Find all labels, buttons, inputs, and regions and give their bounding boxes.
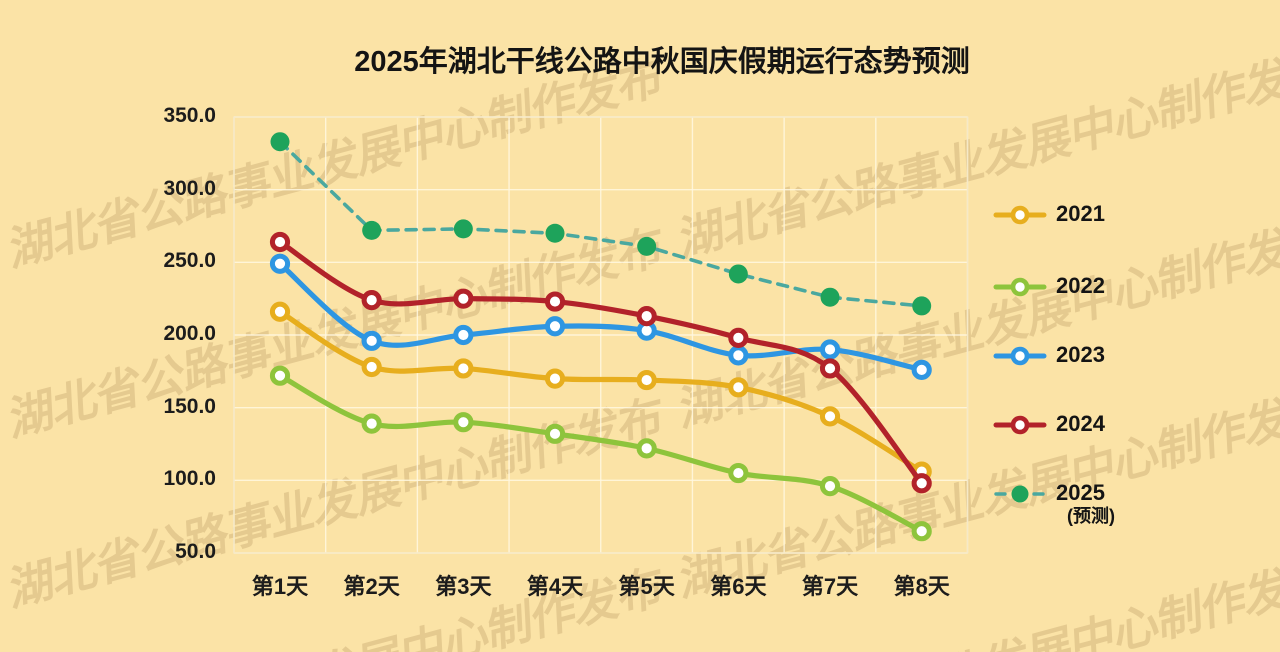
data-point-2022 — [911, 521, 932, 542]
legend-label-2024: 2024 — [1056, 411, 1105, 436]
legend-item-2022: 2022 — [993, 273, 1105, 301]
x-tick-label: 第3天 — [435, 574, 492, 599]
x-tick-label: 第1天 — [251, 574, 309, 599]
data-point-2021 — [819, 406, 841, 427]
data-point-2021 — [728, 377, 749, 398]
data-point-2022 — [728, 462, 749, 484]
y-tick-label: 300.0 — [163, 176, 216, 200]
y-tick-label: 200.0 — [163, 322, 216, 345]
data-point-2025 — [820, 287, 840, 307]
chart-title: 2025年湖北干线公路中秋国庆假期运行态势预测 — [354, 46, 970, 78]
data-point-2024 — [544, 291, 566, 312]
legend-item-2024: 2024 — [993, 411, 1105, 439]
y-tick-label: 350.0 — [163, 104, 216, 127]
legend-label-2025: 2025 (预测) — [1056, 480, 1115, 526]
data-point-2025 — [545, 223, 565, 243]
data-point-2022 — [544, 423, 566, 444]
data-point-2021 — [361, 356, 382, 378]
data-point-2023 — [819, 339, 841, 360]
data-point-2023 — [453, 324, 474, 346]
data-point-2023 — [269, 253, 291, 274]
legend-label-2023: 2023 — [1056, 342, 1105, 367]
legend-sublabel-2025: (预测) — [1067, 506, 1115, 526]
data-point-2025 — [270, 132, 290, 152]
data-point-2024 — [361, 290, 382, 311]
data-point-2022 — [453, 412, 474, 433]
y-tick-label: 50.0 — [175, 540, 216, 563]
data-point-2021 — [453, 358, 474, 379]
data-point-2021 — [269, 301, 291, 322]
x-tick-label: 第8天 — [893, 574, 950, 599]
data-point-2025 — [453, 219, 473, 239]
data-point-2022 — [361, 413, 382, 434]
data-point-2024 — [269, 231, 291, 253]
data-point-2023 — [728, 345, 749, 366]
data-point-2024 — [819, 358, 841, 379]
legend-label-2022: 2022 — [1056, 273, 1105, 298]
data-point-2025 — [728, 264, 748, 284]
x-tick-label: 第7天 — [801, 574, 859, 599]
data-point-2024 — [728, 327, 749, 349]
y-tick-label: 100.0 — [163, 467, 216, 491]
data-point-2025 — [637, 236, 657, 256]
series-line-2025 — [278, 139, 924, 308]
data-point-2024 — [636, 306, 657, 327]
x-tick-label: 第6天 — [710, 574, 767, 599]
legend-item-2025: 2025 (预测) — [993, 480, 1115, 527]
legend-item-2023: 2023 — [993, 342, 1105, 370]
data-point-2021 — [544, 368, 566, 389]
data-point-2023 — [544, 316, 566, 337]
y-tick-label: 250.0 — [163, 249, 216, 273]
data-point-2024 — [453, 288, 474, 309]
data-point-2022 — [819, 476, 841, 497]
legend-marker-2025 — [994, 485, 1046, 503]
data-point-2023 — [911, 359, 932, 380]
legend-marker-2022 — [993, 277, 1047, 297]
data-point-2025 — [362, 220, 382, 240]
legend-marker-2024 — [993, 415, 1047, 435]
data-point-2023 — [361, 330, 382, 351]
legend-item-2021: 2021 — [993, 201, 1105, 229]
plot-area-border — [233, 116, 969, 554]
legend-label-2021: 2021 — [1056, 201, 1105, 226]
data-point-2022 — [269, 365, 291, 386]
x-tick-label: 第2天 — [343, 574, 400, 599]
data-point-2024 — [911, 473, 932, 494]
data-point-2022 — [636, 438, 657, 459]
y-tick-label: 150.0 — [163, 394, 216, 418]
legend-marker-2023 — [993, 346, 1047, 366]
legend-marker-2021 — [993, 205, 1047, 225]
x-tick-label: 第5天 — [618, 574, 675, 599]
data-point-2025 — [912, 296, 932, 316]
data-point-2021 — [636, 369, 657, 391]
x-tick-label: 第4天 — [526, 574, 584, 599]
